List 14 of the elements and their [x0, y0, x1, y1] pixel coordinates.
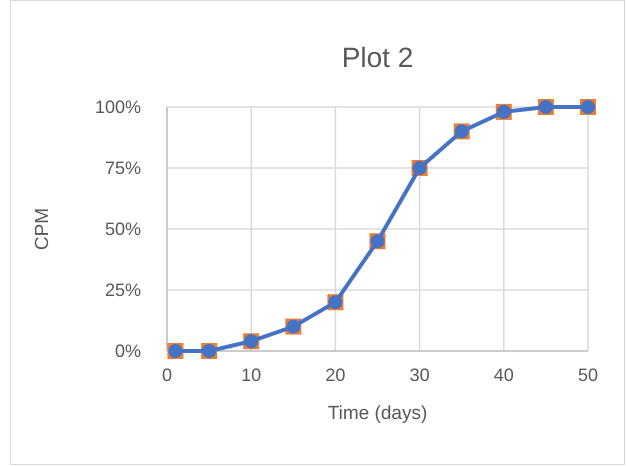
- y-axis-title: CPM: [32, 208, 53, 250]
- y-tick-label: 75%: [104, 158, 141, 178]
- x-tick-label: 20: [325, 365, 346, 385]
- x-tick-label: 30: [410, 365, 430, 385]
- x-tick-label: 10: [241, 365, 262, 385]
- y-tick-label: 100%: [94, 97, 141, 117]
- chart-title: Plot 2: [342, 42, 414, 73]
- y-tick-label: 0%: [114, 341, 141, 361]
- y-tick-label: 50%: [104, 219, 141, 239]
- y-tick-label: 25%: [104, 280, 141, 300]
- x-axis-title: Time (days): [328, 403, 428, 424]
- x-tick-label: 50: [578, 365, 598, 385]
- x-tick-label: 40: [494, 365, 514, 385]
- x-tick-label: 0: [162, 365, 172, 385]
